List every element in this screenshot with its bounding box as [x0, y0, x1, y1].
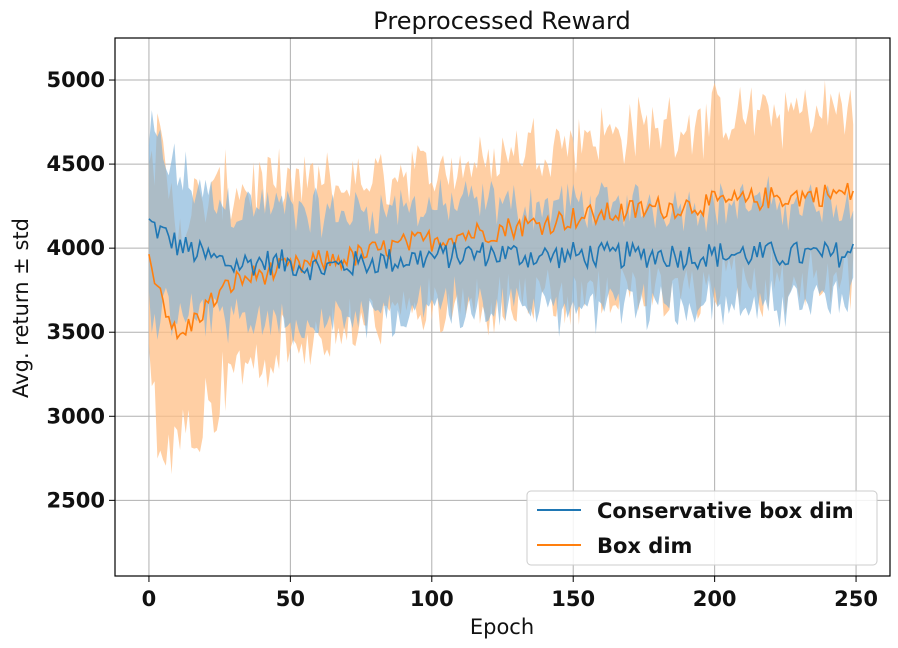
y-tick-label-1: 3000	[47, 404, 105, 428]
y-tick-label-5: 5000	[47, 68, 105, 92]
legend-box	[526, 490, 878, 566]
x-tick-label-4: 200	[693, 587, 737, 611]
x-tick-label-1: 50	[276, 587, 305, 611]
y-axis-label: Avg. return ± std	[9, 218, 33, 398]
std-band-0	[148, 110, 854, 346]
legend-label-0: Conservative box dim	[597, 499, 854, 523]
chart-title: Preprocessed Reward	[373, 7, 630, 35]
plot-area: 0 50 100 150 200 250 2500 3000 3500 4000 4500 5000 C…	[47, 37, 891, 611]
y-tick-label-2: 3500	[47, 320, 105, 344]
legend-label-1: Box dim	[597, 534, 692, 558]
x-tick-label-2: 100	[410, 587, 454, 611]
x-axis-label: Epoch	[470, 615, 534, 639]
series-line-1	[148, 182, 854, 341]
x-tick-label-5: 250	[834, 587, 878, 611]
y-tick-label-4: 4500	[47, 152, 105, 176]
y-tick-label-0: 2500	[47, 488, 105, 512]
x-tick-label-3: 150	[551, 587, 595, 611]
x-tick-label-0: 0	[142, 587, 157, 611]
series-line-0	[148, 218, 854, 281]
axes-frame	[114, 37, 891, 577]
y-tick-label-3: 4000	[47, 236, 105, 260]
